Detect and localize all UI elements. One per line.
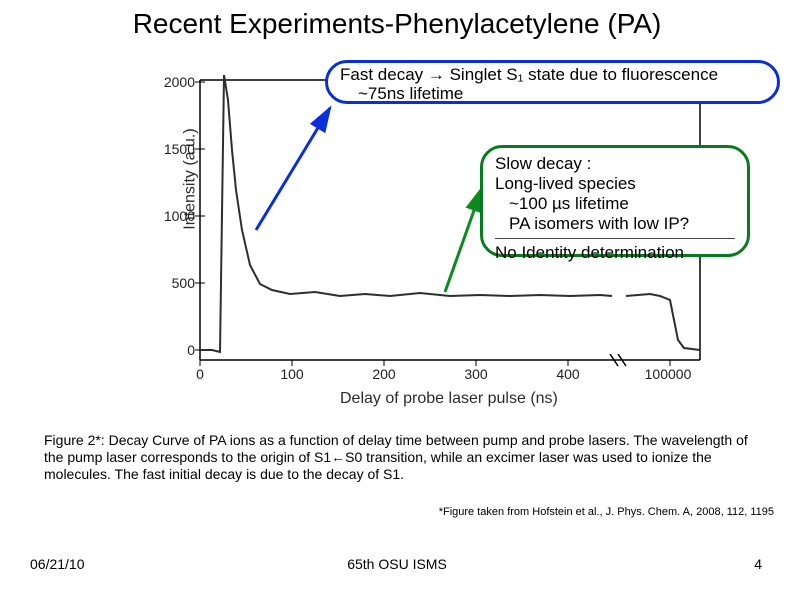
callout-text: No Identity determination — [495, 243, 684, 262]
footer-center: 65th OSU ISMS — [0, 556, 794, 572]
callout-text: ~100 µs lifetime — [495, 194, 629, 213]
figure-caption: Figure 2*: Decay Curve of PA ions as a f… — [44, 432, 754, 483]
fast-decay-callout: Fast decay → Singlet S₁ state due to flu… — [325, 60, 780, 104]
callout-text: Slow decay : — [495, 154, 591, 173]
footer-page: 4 — [754, 556, 762, 572]
x-axis-label: Delay of probe laser pulse (ns) — [340, 390, 558, 408]
callout-text: PA isomers with low IP? — [495, 214, 689, 233]
callout-text: Fast decay → Singlet S₁ state due to flu… — [340, 65, 718, 84]
page-title: Recent Experiments-Phenylacetylene (PA) — [0, 8, 794, 40]
callout-text: ~75ns lifetime — [340, 84, 463, 103]
callout-text: Long-lived species — [495, 174, 636, 193]
slow-decay-callout: Slow decay : Long-lived species ~100 µs … — [480, 145, 750, 257]
figure-reference: *Figure taken from Hofstein et al., J. P… — [44, 506, 774, 518]
